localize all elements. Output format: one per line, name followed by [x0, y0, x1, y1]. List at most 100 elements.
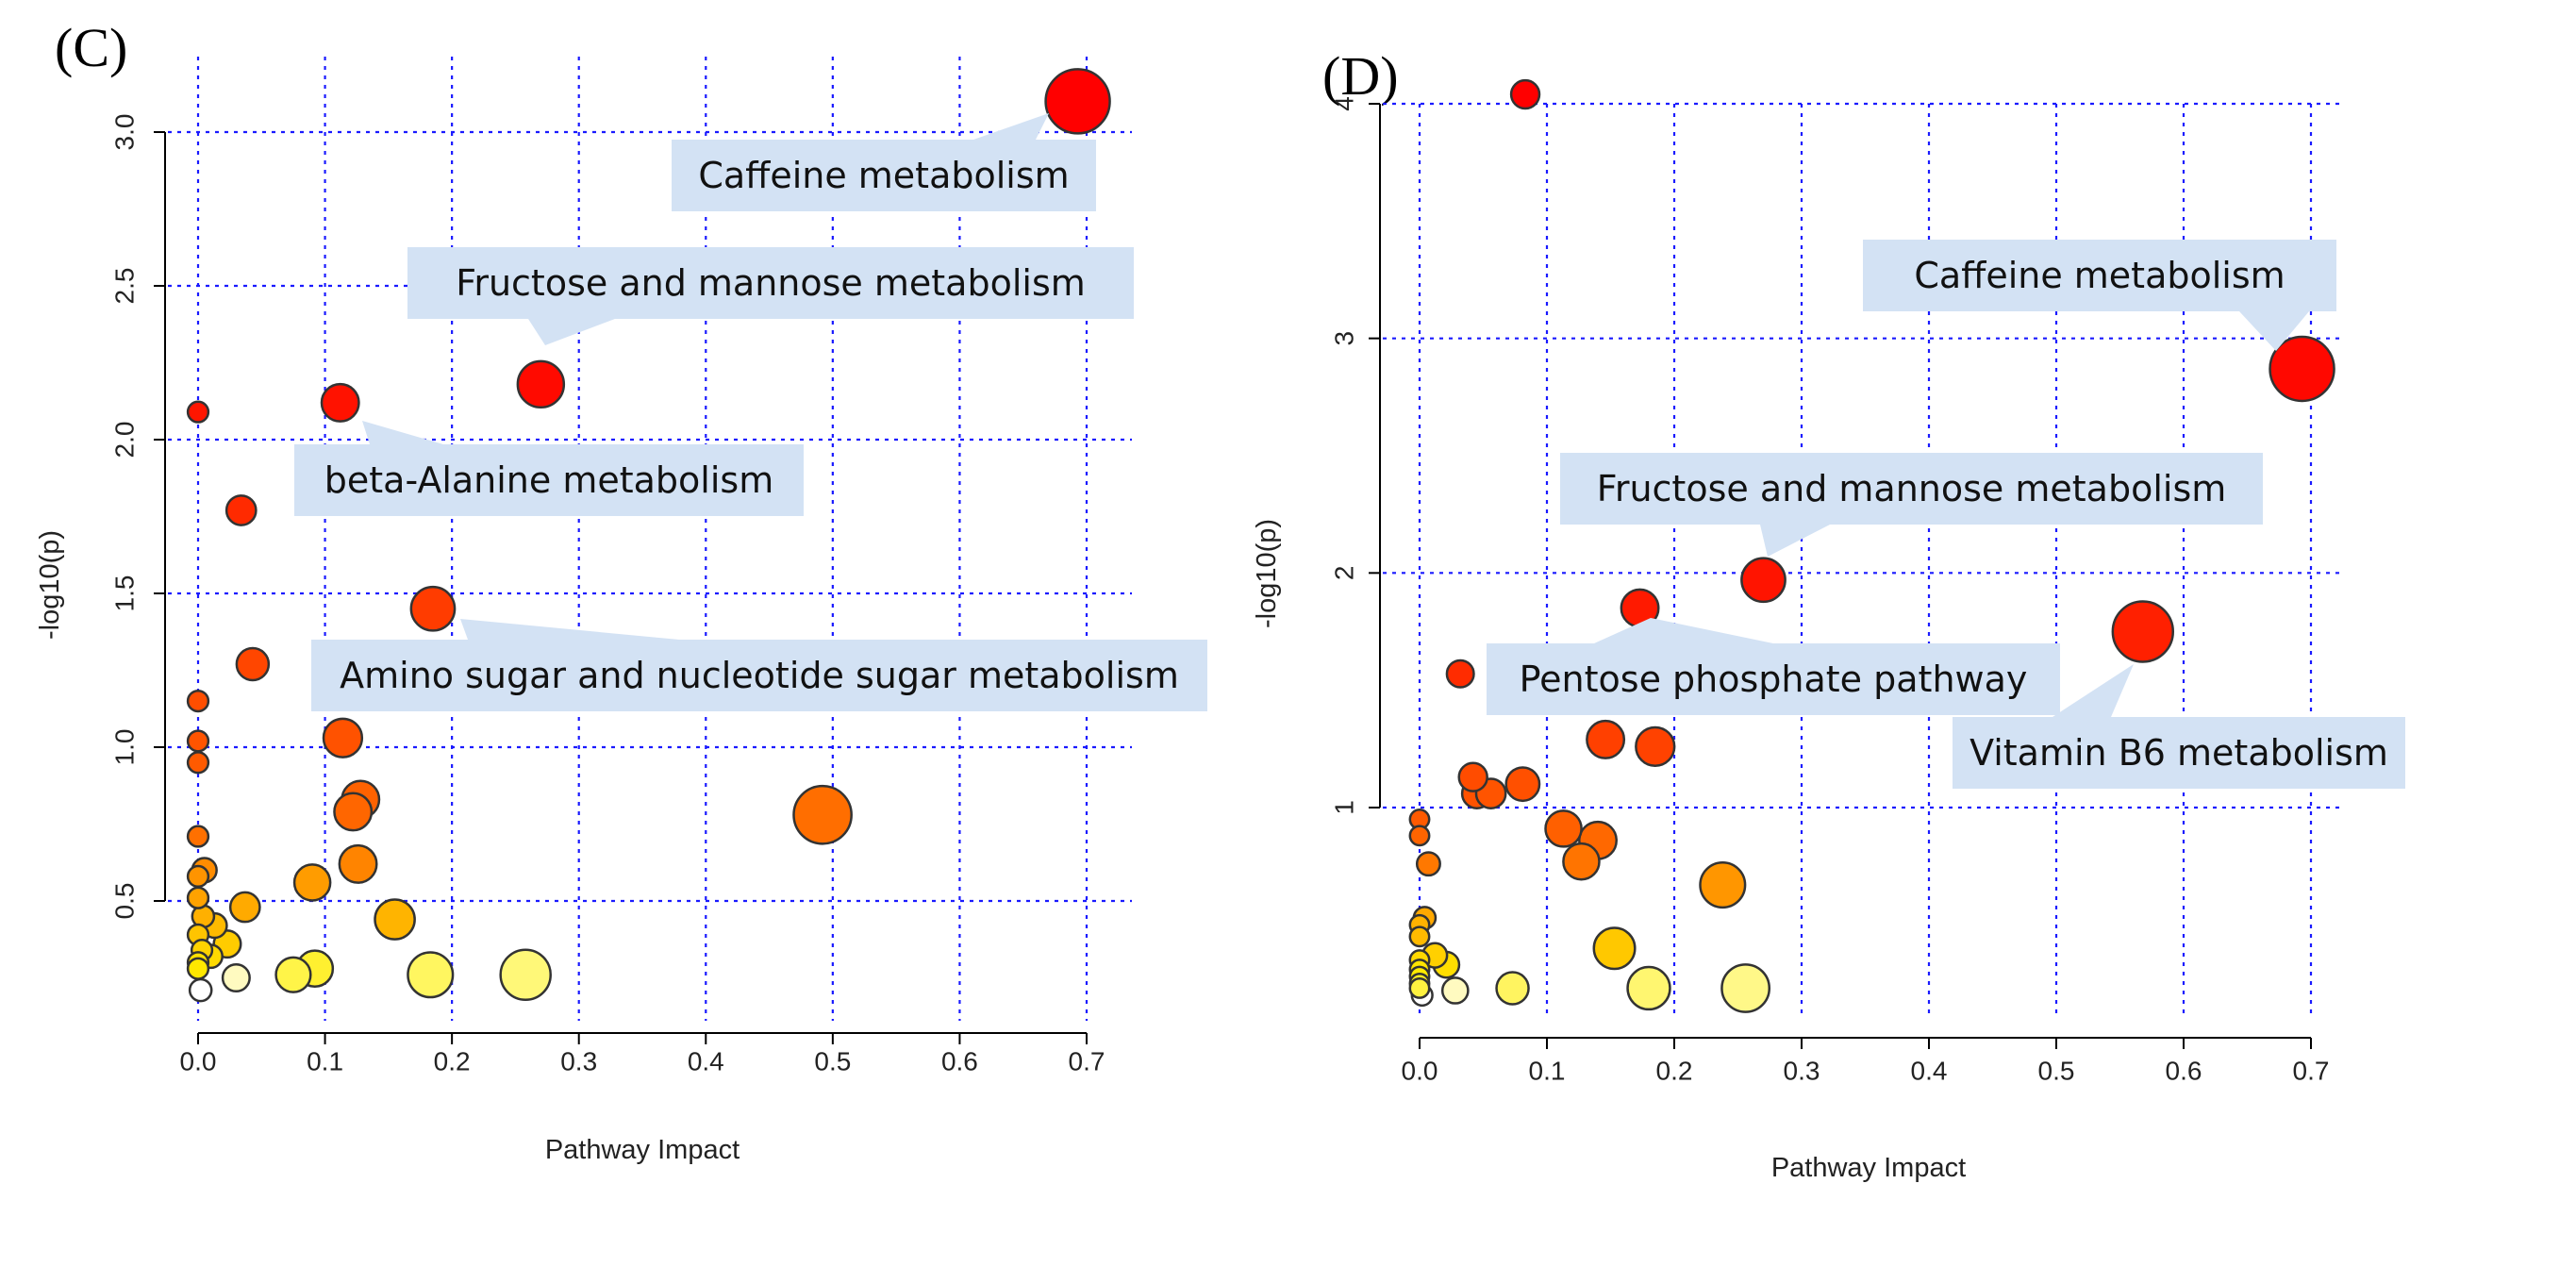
panel-d-point-5 — [1445, 659, 1475, 689]
panel-d-callout-text-3: Vitamin B6 metabolism — [1969, 732, 2388, 774]
panel-d-x-tick-label-1: 0.1 — [1529, 1057, 1566, 1086]
panel-d-point-29 — [1408, 977, 1431, 999]
panel-c-y-tick-label-3: 2.0 — [110, 422, 140, 458]
panel-d-label: (D) — [1322, 45, 1399, 107]
panel-c-y-tick-label-2: 1.5 — [110, 575, 140, 612]
panel-c-callout-box-3 — [311, 640, 1207, 711]
panel-c-label: (C) — [55, 17, 127, 78]
panel-c-y-axis-title: -log10(p) — [35, 530, 65, 640]
panel-c-point-22 — [374, 898, 416, 941]
panel-d-callout-pointer-1 — [1760, 525, 1830, 557]
panel-d-point-30 — [1495, 971, 1530, 1006]
panel-d-callout-box-0 — [1863, 240, 2336, 311]
panel-d-y-ticks: 1 2 3 4 — [1330, 96, 1380, 815]
panel-d-x-tick-label-5: 0.5 — [2038, 1057, 2075, 1086]
panel-c-callout-3: Amino sugar and nucleotide sugar metabol… — [311, 619, 1207, 711]
panel-d-x-tick-label-6: 0.6 — [2166, 1057, 2202, 1086]
panel-d-callout-box-2 — [1487, 643, 2060, 715]
panel-c-point-17 — [186, 864, 210, 889]
panel-d-callout-1: Fructose and mannose metabolism — [1560, 453, 2263, 557]
panel-c-point-19 — [186, 886, 210, 909]
panel-c-x-ticks: 0.0 0.1 0.2 0.3 0.4 0.5 0.6 0.7 — [180, 1033, 1105, 1076]
panel-c-point-15 — [338, 843, 378, 884]
panel-c-callout-box-2 — [294, 444, 804, 516]
panel-d-x-axis-title: Pathway Impact — [1771, 1153, 1966, 1183]
panel-c-callout-1: Fructose and mannose metabolism — [407, 247, 1134, 345]
panel-c-points — [186, 68, 1111, 1003]
panel-c-y-tick-label-4: 2.5 — [110, 268, 140, 305]
panel-c-point-13 — [792, 784, 853, 845]
panel-c-callout-text-3: Amino sugar and nucleotide sugar metabol… — [340, 655, 1179, 696]
panel-d-callout-0: Caffeine metabolism — [1863, 240, 2336, 351]
panel-c-callout-pointer-2 — [362, 421, 443, 444]
panel-c-point-3 — [186, 400, 210, 424]
panel-d-y-tick-label-3: 4 — [1330, 96, 1359, 111]
panel-c-point-4 — [224, 494, 258, 526]
panel-c-point-31 — [274, 956, 312, 993]
panel-d-callout-pointer-0 — [2239, 311, 2309, 351]
panel-d-y-tick-label-2: 3 — [1330, 331, 1359, 346]
panel-d-point-32 — [1720, 963, 1771, 1013]
panel-d-point-13 — [1544, 809, 1583, 848]
panel-c-y-tick-label-1: 1.0 — [110, 729, 140, 766]
panel-d-point-8 — [1457, 761, 1488, 792]
panel-d-point-2 — [1740, 557, 1787, 604]
panel-c-callout-box-1 — [407, 247, 1134, 319]
panel-c-point-33 — [499, 948, 552, 1002]
panel-c-callout-text-2: beta-Alanine metabolism — [324, 459, 773, 501]
panel-c-point-6 — [235, 646, 271, 682]
panel-c-callout-box-0 — [672, 140, 1096, 211]
panel-d-callout-2: Pentose phosphate pathway — [1487, 618, 2060, 715]
panel-d-callout-text-1: Fructose and mannose metabolism — [1597, 468, 2227, 509]
panel-c-x-tick-label-0: 0.0 — [180, 1047, 217, 1076]
panel-c-callout-text-0: Caffeine metabolism — [698, 155, 1069, 196]
panel-c-y-tick-label-0: 0.5 — [110, 883, 140, 920]
panel-c-point-8 — [322, 717, 364, 759]
panel-d-point-7 — [1635, 725, 1676, 767]
panel-d-y-tick-label-0: 1 — [1330, 800, 1359, 815]
panel-d-callout-box-3 — [1953, 717, 2405, 789]
panel-d-x-tick-label-2: 0.2 — [1656, 1057, 1693, 1086]
panel-c-grid — [168, 57, 1132, 1021]
panel-c-x-tick-label-2: 0.2 — [434, 1047, 471, 1076]
panel-c-point-0 — [1044, 68, 1111, 135]
panel-d-point-6 — [1586, 719, 1626, 759]
panel-d-callout-text-0: Caffeine metabolism — [1914, 255, 2285, 296]
panel-d-point-14 — [1408, 825, 1431, 847]
panel-c-point-34 — [221, 962, 251, 993]
panel-c-point-9 — [186, 729, 210, 753]
panel-c-x-tick-label-5: 0.5 — [814, 1047, 851, 1076]
panel-c-x-tick-label-6: 0.6 — [941, 1047, 978, 1076]
panel-c-callout-pointer-3 — [460, 619, 679, 640]
panel-c-point-2 — [320, 382, 360, 423]
panel-d-point-31 — [1626, 965, 1671, 1011]
panel-c-callout-0: Caffeine metabolism — [672, 113, 1096, 211]
panel-c-x-tick-label-4: 0.4 — [688, 1047, 724, 1076]
panel-c-callout-pointer-1 — [528, 319, 615, 345]
panel-d-point-9 — [1504, 766, 1541, 803]
panel-d-x-tick-label-7: 0.7 — [2293, 1057, 2330, 1086]
panel-d-point-0 — [1509, 78, 1541, 110]
panel-c-point-14 — [186, 825, 210, 848]
panel-c-x-tick-label-3: 0.3 — [560, 1047, 597, 1076]
panel-c: (C) 0.51.01.52.02.53.0 0.0 0.1 0.2 0.3 0.4 0.… — [35, 17, 1207, 1165]
panel-d-point-16 — [1562, 842, 1601, 881]
panel-d-point-1 — [2269, 335, 2335, 403]
panel-c-x-tick-label-1: 0.1 — [307, 1047, 343, 1076]
panel-d-x-ticks: 0.0 0.1 0.2 0.3 0.4 0.5 0.6 0.7 — [1402, 1038, 2330, 1086]
panel-c-point-10 — [186, 751, 210, 775]
panel-d-callout-pointer-2 — [1594, 618, 1773, 643]
panel-c-point-35 — [188, 977, 213, 1003]
panel-c-x-tick-label-7: 0.7 — [1069, 1047, 1105, 1076]
panel-c-callouts: Caffeine metabolism Fructose and mannose … — [294, 113, 1207, 711]
panel-d-point-18 — [1699, 861, 1747, 909]
panel-c-y-tick-label-5: 3.0 — [110, 114, 140, 151]
panel-d-point-4 — [2111, 600, 2175, 663]
panel-c-point-7 — [186, 689, 210, 713]
panel-c-point-18 — [292, 863, 332, 902]
panel-c-y-ticks: 0.5 1.0 1.5 2.0 2.5 3.0 — [110, 114, 165, 920]
panel-d-x-tick-label-4: 0.4 — [1911, 1057, 1948, 1086]
panel-d-x-tick-label-0: 0.0 — [1402, 1057, 1438, 1086]
panel-c-point-12 — [333, 792, 374, 832]
